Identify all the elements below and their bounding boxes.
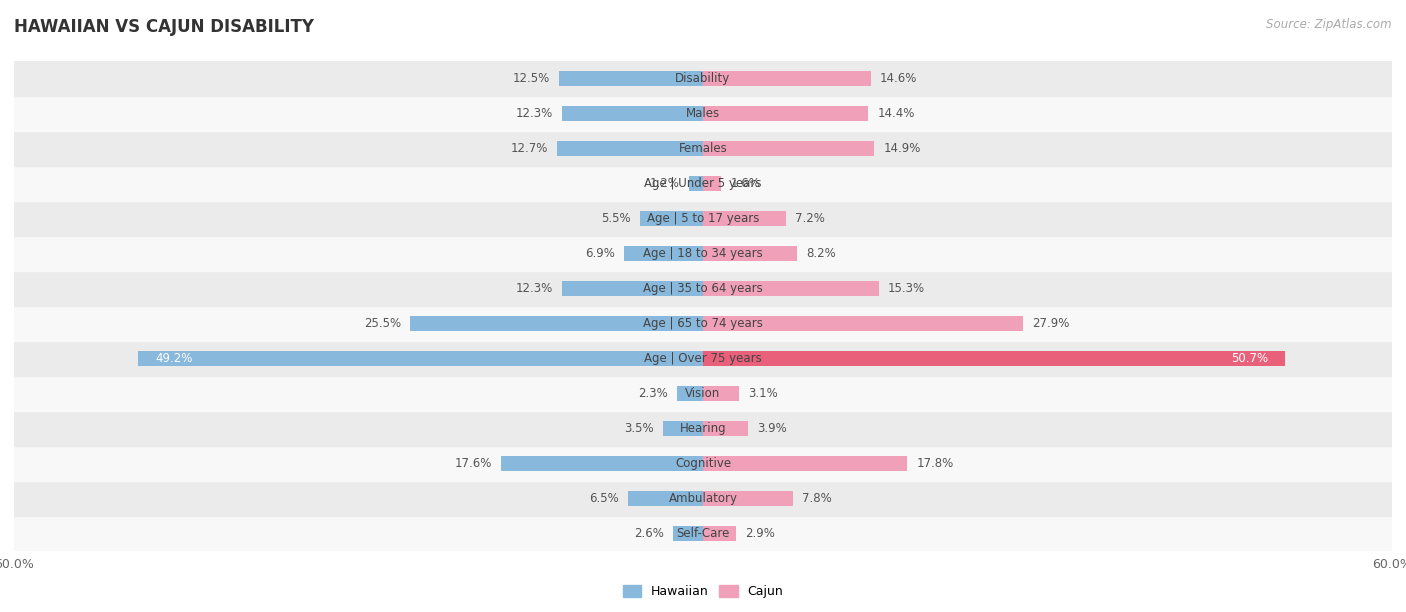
Text: Hearing: Hearing [679,422,727,435]
Text: 17.8%: 17.8% [917,457,953,470]
Text: 50.7%: 50.7% [1230,352,1268,365]
Text: 14.4%: 14.4% [877,107,915,120]
Text: Age | 5 to 17 years: Age | 5 to 17 years [647,212,759,225]
Bar [624,246,703,261]
Bar [628,491,703,506]
Bar [640,211,703,226]
Bar [562,106,703,121]
Bar [14,376,1392,411]
Bar [703,316,1024,331]
Text: 2.3%: 2.3% [638,387,668,400]
Bar [703,386,738,401]
Text: Disability: Disability [675,72,731,85]
Text: Age | Over 75 years: Age | Over 75 years [644,352,762,365]
Text: Ambulatory: Ambulatory [668,492,738,505]
Bar [14,411,1392,446]
Text: 49.2%: 49.2% [155,352,193,365]
Bar [411,316,703,331]
Bar [560,72,703,86]
Bar [14,446,1392,481]
Bar [703,456,907,471]
Bar [14,341,1392,376]
Text: 6.9%: 6.9% [585,247,614,260]
Text: Females: Females [679,142,727,155]
Text: Age | 65 to 74 years: Age | 65 to 74 years [643,317,763,330]
Text: 17.6%: 17.6% [454,457,492,470]
Text: 27.9%: 27.9% [1032,317,1070,330]
Bar [703,141,875,156]
Text: 14.9%: 14.9% [883,142,921,155]
Text: HAWAIIAN VS CAJUN DISABILITY: HAWAIIAN VS CAJUN DISABILITY [14,18,314,36]
Bar [703,246,797,261]
Text: 15.3%: 15.3% [887,282,925,295]
Bar [14,131,1392,166]
Text: 7.2%: 7.2% [794,212,825,225]
Bar [14,166,1392,201]
Text: 7.8%: 7.8% [801,492,831,505]
Bar [14,306,1392,341]
Bar [138,351,703,366]
Text: 2.6%: 2.6% [634,527,664,540]
Text: 8.2%: 8.2% [807,247,837,260]
Bar [703,72,870,86]
Text: 12.3%: 12.3% [516,107,553,120]
Text: 2.9%: 2.9% [745,527,775,540]
Text: 1.2%: 1.2% [650,177,681,190]
Bar [689,176,703,191]
Bar [703,526,737,540]
Text: 5.5%: 5.5% [600,212,631,225]
Bar [14,61,1392,96]
Bar [676,386,703,401]
Text: 12.7%: 12.7% [510,142,548,155]
Bar [662,421,703,436]
Text: Age | 18 to 34 years: Age | 18 to 34 years [643,247,763,260]
Text: 12.5%: 12.5% [513,72,550,85]
Text: 3.9%: 3.9% [756,422,787,435]
Bar [703,106,869,121]
Bar [14,481,1392,516]
Bar [703,281,879,296]
Text: 14.6%: 14.6% [880,72,917,85]
Text: Males: Males [686,107,720,120]
Bar [562,281,703,296]
Bar [14,96,1392,131]
Text: Source: ZipAtlas.com: Source: ZipAtlas.com [1267,18,1392,31]
Bar [14,201,1392,236]
Bar [557,141,703,156]
Text: 6.5%: 6.5% [589,492,619,505]
Text: 3.5%: 3.5% [624,422,654,435]
Bar [703,176,721,191]
Text: 3.1%: 3.1% [748,387,778,400]
Text: Self-Care: Self-Care [676,527,730,540]
Text: Age | Under 5 years: Age | Under 5 years [644,177,762,190]
Text: 12.3%: 12.3% [516,282,553,295]
Text: Cognitive: Cognitive [675,457,731,470]
Bar [703,491,793,506]
Bar [14,236,1392,271]
Bar [673,526,703,540]
Text: 25.5%: 25.5% [364,317,401,330]
Text: Vision: Vision [685,387,721,400]
Legend: Hawaiian, Cajun: Hawaiian, Cajun [617,580,789,603]
Bar [14,271,1392,306]
Bar [14,516,1392,551]
Bar [501,456,703,471]
Bar [703,351,1285,366]
Text: 1.6%: 1.6% [731,177,761,190]
Text: Age | 35 to 64 years: Age | 35 to 64 years [643,282,763,295]
Bar [703,211,786,226]
Bar [703,421,748,436]
